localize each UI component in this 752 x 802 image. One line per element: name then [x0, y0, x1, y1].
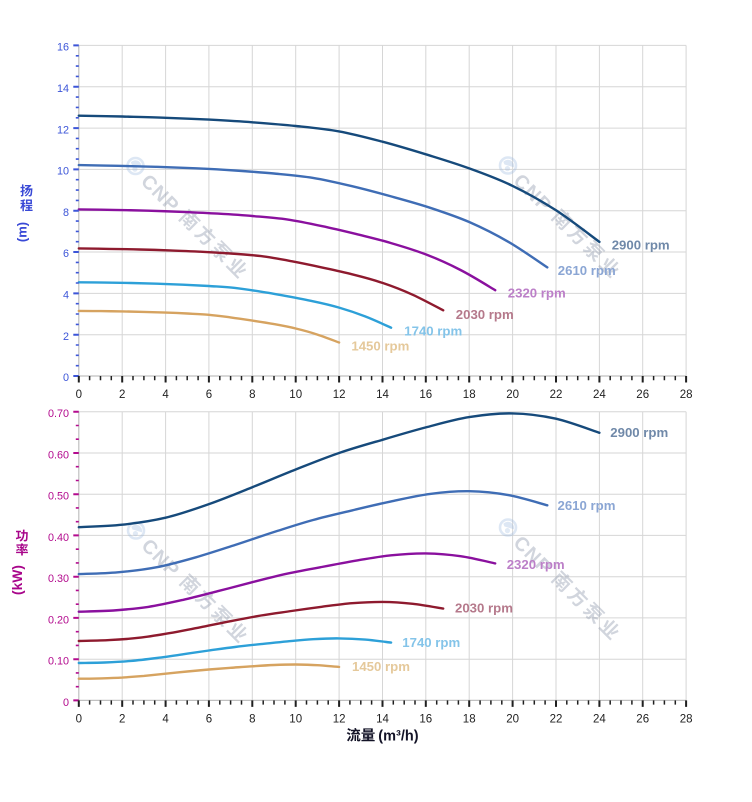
svg-text:0: 0: [76, 713, 82, 725]
svg-text:18: 18: [463, 389, 476, 401]
svg-text:0.70: 0.70: [48, 408, 69, 420]
svg-text:16: 16: [419, 389, 432, 401]
svg-text:6: 6: [206, 389, 212, 401]
svg-text:12: 12: [333, 389, 346, 401]
svg-text:0.50: 0.50: [48, 491, 69, 503]
svg-text:6: 6: [206, 713, 212, 725]
svg-text:20: 20: [506, 713, 519, 725]
svg-text:CNP: CNP: [509, 532, 556, 579]
svg-text:2030 rpm: 2030 rpm: [456, 307, 514, 322]
svg-text:28: 28: [680, 713, 693, 725]
svg-text:1740 rpm: 1740 rpm: [402, 635, 460, 650]
svg-text:14: 14: [376, 389, 389, 401]
svg-text:0.30: 0.30: [48, 573, 69, 585]
svg-text:14: 14: [57, 83, 69, 95]
svg-text:2: 2: [119, 389, 125, 401]
svg-text:CNP: CNP: [509, 170, 556, 217]
svg-text:0: 0: [63, 372, 69, 384]
svg-text:2320 rpm: 2320 rpm: [507, 557, 565, 572]
svg-text:4: 4: [162, 389, 169, 401]
svg-text:0: 0: [63, 697, 69, 709]
svg-text:0: 0: [76, 389, 82, 401]
svg-text:26: 26: [636, 713, 649, 725]
svg-text:0.60: 0.60: [48, 449, 69, 461]
svg-text:18: 18: [463, 713, 476, 725]
svg-text:2900 rpm: 2900 rpm: [612, 238, 670, 253]
svg-text:1740 rpm: 1740 rpm: [404, 324, 462, 339]
svg-text:4: 4: [162, 713, 169, 725]
svg-text:2610 rpm: 2610 rpm: [558, 498, 616, 513]
svg-text:22: 22: [550, 713, 563, 725]
svg-text:1450 rpm: 1450 rpm: [351, 339, 409, 354]
svg-text:2030 rpm: 2030 rpm: [455, 601, 513, 616]
svg-text:2: 2: [63, 331, 69, 343]
svg-text:22: 22: [550, 389, 563, 401]
svg-text:6: 6: [63, 248, 69, 260]
svg-text:14: 14: [376, 713, 389, 725]
svg-text:2900 rpm: 2900 rpm: [610, 425, 668, 440]
svg-text:10: 10: [289, 713, 302, 725]
svg-text:0.10: 0.10: [48, 656, 69, 668]
svg-text:20: 20: [506, 389, 519, 401]
svg-text:8: 8: [249, 713, 255, 725]
svg-text:8: 8: [63, 207, 69, 219]
svg-text:2320 rpm: 2320 rpm: [508, 286, 566, 301]
svg-text:16: 16: [57, 42, 69, 54]
svg-text:1450 rpm: 1450 rpm: [352, 659, 410, 674]
svg-text:0.20: 0.20: [48, 614, 69, 626]
svg-text:(m): (m): [15, 222, 30, 242]
svg-text:24: 24: [593, 389, 606, 401]
svg-text:CNP: CNP: [137, 535, 184, 582]
svg-text:(m³/h): (m³/h): [378, 728, 418, 744]
svg-text:26: 26: [636, 389, 649, 401]
svg-text:16: 16: [419, 713, 432, 725]
svg-text:8: 8: [249, 389, 255, 401]
svg-text:10: 10: [57, 166, 69, 178]
svg-text:12: 12: [333, 713, 346, 725]
svg-text:(kW): (kW): [10, 565, 25, 595]
svg-text:0.40: 0.40: [48, 532, 69, 544]
svg-text:2610 rpm: 2610 rpm: [558, 263, 616, 278]
svg-text:2: 2: [119, 713, 125, 725]
svg-text:24: 24: [593, 713, 606, 725]
svg-text:4: 4: [63, 290, 69, 302]
svg-text:28: 28: [680, 389, 693, 401]
svg-text:10: 10: [289, 389, 302, 401]
svg-text:12: 12: [57, 124, 69, 136]
